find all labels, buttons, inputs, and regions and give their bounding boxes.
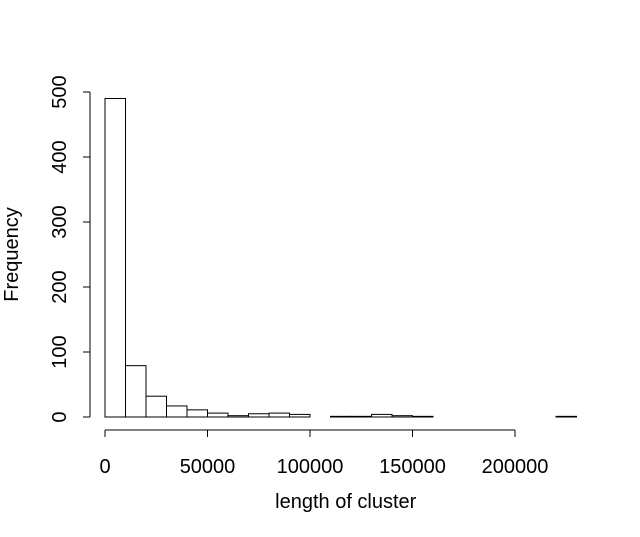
x-tick-label: 150000 [379, 456, 446, 478]
histogram-bar [104, 98, 126, 418]
histogram-bar [555, 415, 577, 418]
histogram-bar [207, 412, 229, 418]
histogram-bar [268, 412, 290, 418]
x-axis: 0 50000 100000 150000 200000 [99, 429, 549, 478]
histogram-bar [186, 409, 208, 418]
x-tick-label: 0 [99, 456, 110, 478]
x-axis-title: length of cluster [275, 491, 417, 513]
histogram-bar [371, 413, 393, 418]
histogram-bar [166, 405, 188, 418]
x-tick-label: 100000 [277, 456, 344, 478]
y-axis: 0 100 200 300 400 500 [49, 75, 91, 423]
histogram-bar [248, 413, 270, 418]
histogram-bar [330, 415, 352, 418]
histogram-bar [350, 415, 372, 418]
histogram-bar [145, 395, 167, 418]
histogram-bar [289, 413, 311, 418]
histogram-bar [412, 415, 434, 418]
histogram-bar [391, 415, 413, 418]
histogram-bar [227, 415, 249, 418]
histogram-bar [125, 365, 147, 418]
y-tick-label: 500 [49, 75, 71, 108]
x-tick-label: 50000 [180, 456, 236, 478]
y-tick-label: 0 [49, 411, 71, 422]
y-tick-label: 300 [49, 205, 71, 238]
x-tick-label: 200000 [482, 456, 549, 478]
histogram-bars [104, 98, 577, 418]
y-tick-label: 400 [49, 140, 71, 173]
y-axis-title: Frequency [1, 207, 23, 302]
y-tick-label: 100 [49, 335, 71, 368]
y-tick-label: 200 [49, 270, 71, 303]
